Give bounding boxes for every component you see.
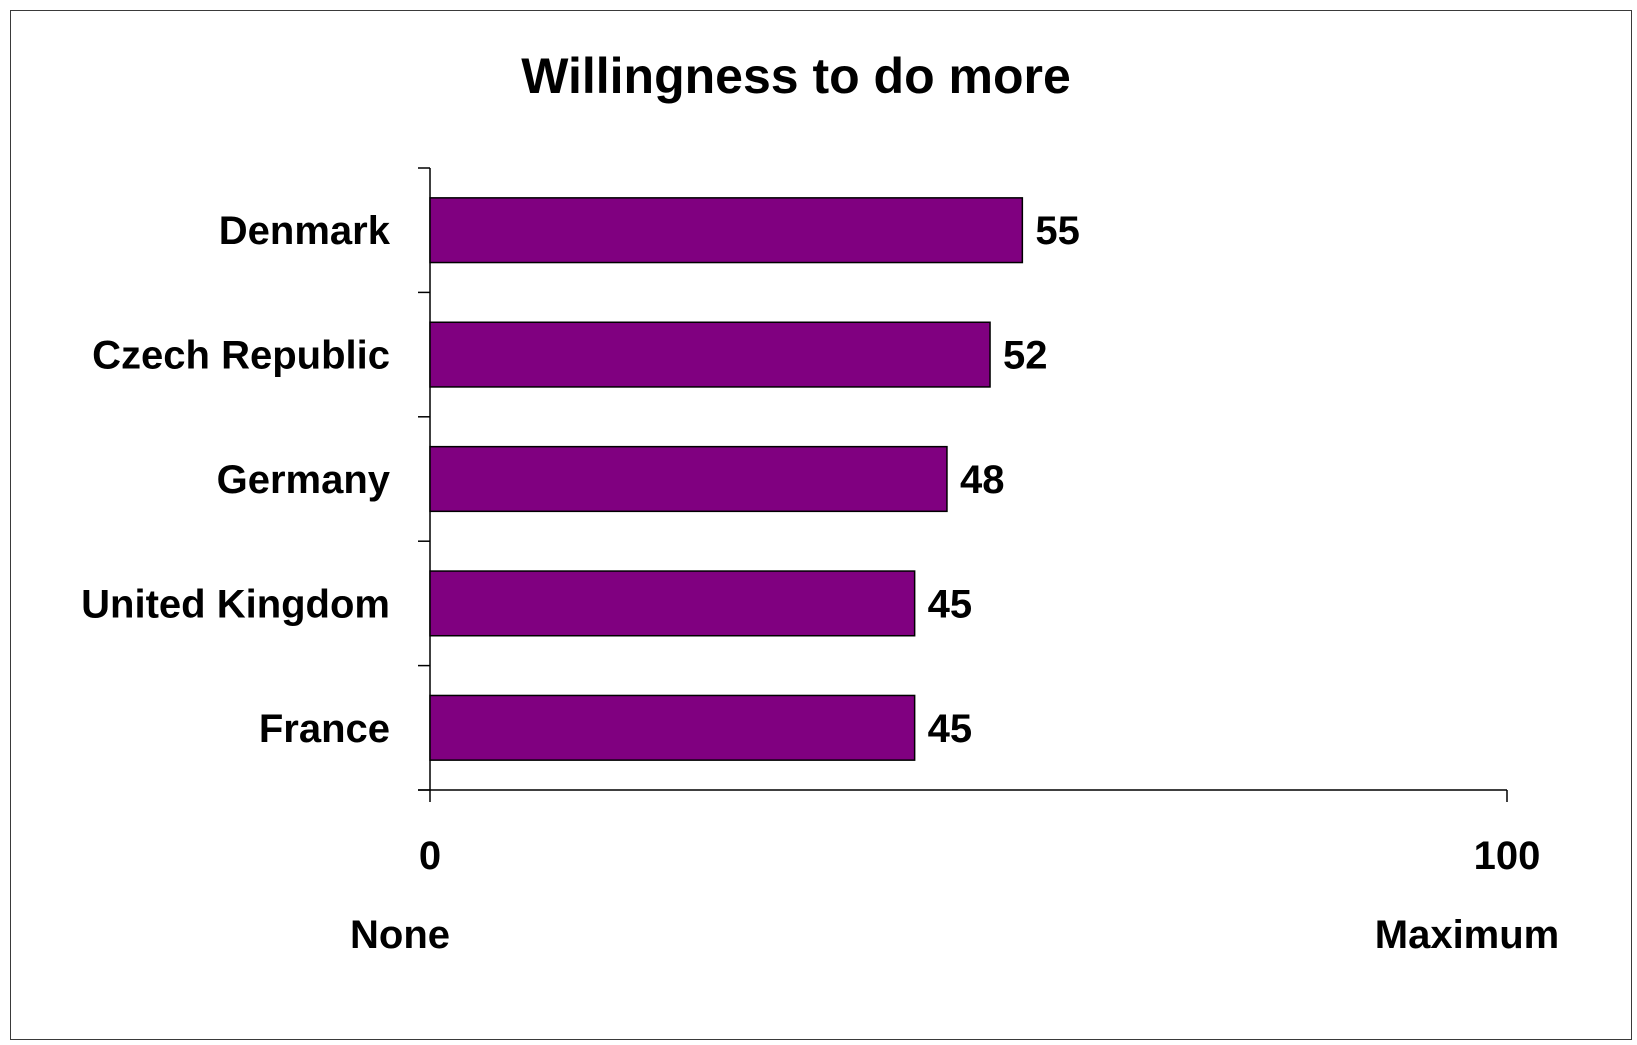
chart-title: Willingness to do more: [521, 48, 1071, 104]
labels: 0 100 None Maximum Denmark 55 Czech Republic 52…: [81, 209, 1559, 957]
data-label: 55: [1035, 209, 1080, 253]
data-label: 52: [1003, 334, 1048, 378]
category-label: Denmark: [219, 209, 391, 253]
data-label: 48: [960, 458, 1005, 502]
bar: [429, 445, 948, 513]
bar: [429, 570, 916, 637]
x-min-end-label: None: [350, 913, 450, 957]
category-label: Czech Republic: [92, 334, 390, 378]
category-label: Germany: [217, 458, 391, 502]
x-max-end-label: Maximum: [1375, 913, 1560, 957]
x-tick-label: 0: [419, 834, 441, 878]
bars: [429, 197, 1024, 761]
bar: [429, 197, 1024, 264]
category-label: France: [259, 707, 390, 751]
bar: [429, 321, 991, 388]
bar: [429, 694, 916, 761]
x-tick-label: 100: [1474, 834, 1541, 878]
data-label: 45: [928, 582, 973, 626]
chart-frame: [10, 10, 1632, 1040]
data-label: 45: [928, 707, 973, 751]
category-label: United Kingdom: [81, 582, 390, 626]
